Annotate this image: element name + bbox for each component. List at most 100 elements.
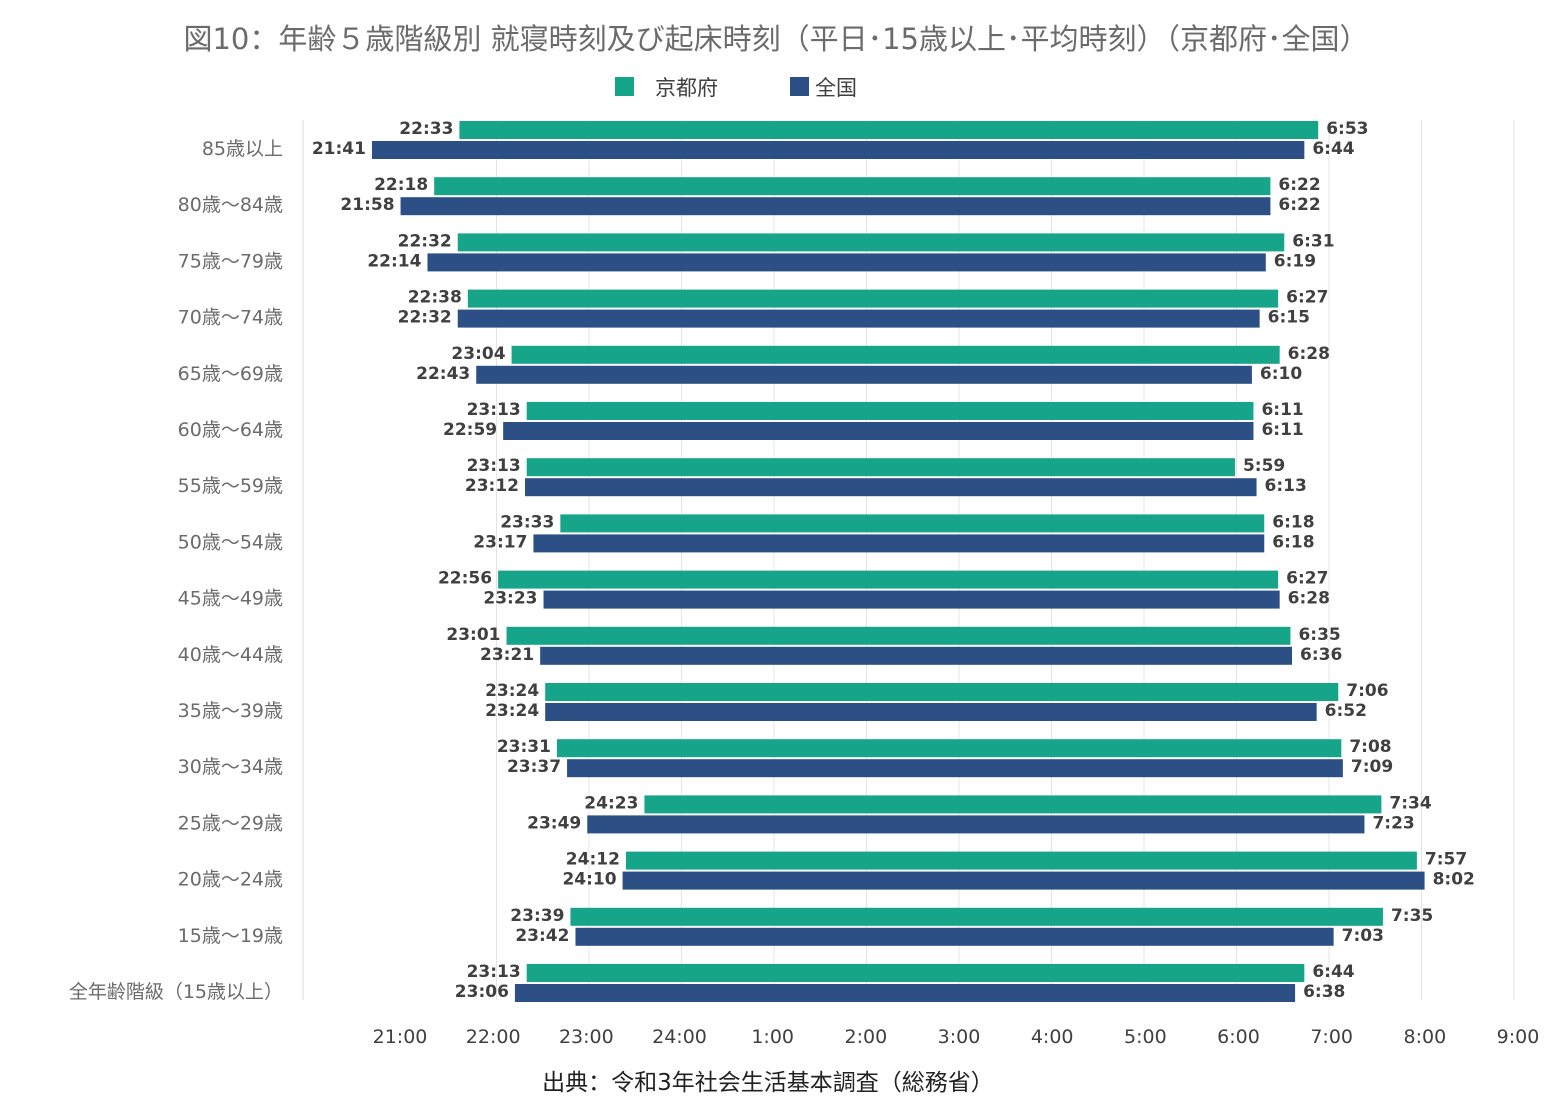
bar-kyoto <box>459 121 1319 139</box>
wakeup-label: 6:53 <box>1326 119 1368 139</box>
bar-kyoto <box>467 289 1279 308</box>
bedtime-label: 22:14 <box>367 251 421 271</box>
wakeup-label: 6:27 <box>1286 288 1328 308</box>
wakeup-label: 6:52 <box>1325 701 1367 721</box>
bedtime-label: 22:56 <box>438 569 492 589</box>
x-tick-label: 5:00 <box>1124 1026 1167 1048</box>
wakeup-label: 6:44 <box>1312 139 1354 159</box>
bar-national <box>533 534 1265 553</box>
wakeup-label: 6:22 <box>1278 195 1320 215</box>
wakeup-label: 6:18 <box>1272 512 1314 532</box>
bar-kyoto <box>526 964 1305 982</box>
bar-kyoto <box>570 907 1383 926</box>
x-tick-label: 2:00 <box>844 1026 887 1048</box>
x-axis: 21:00 22:00 23:00 24:00 1:00 2:00 3:00 4:00 5:00… <box>373 1026 1540 1048</box>
bedtime-label: 23:01 <box>446 625 500 645</box>
bar-national <box>543 590 1280 609</box>
wakeup-label: 7:34 <box>1389 793 1431 813</box>
y-axis: 85歳以上 80歳～84歳 75歳～79歳 70歳～74歳 65歳～69歳 60歳～64歳… <box>69 138 283 1003</box>
category-label: 50歳～54歳 <box>178 531 283 553</box>
bedtime-label: 24:12 <box>566 850 620 870</box>
bar-national <box>587 815 1365 834</box>
bedtime-label: 23:37 <box>507 757 561 777</box>
bar-kyoto <box>498 570 1279 589</box>
bar-national <box>622 871 1425 890</box>
x-tick-label: 1:00 <box>751 1026 794 1048</box>
bedtime-label: 22:43 <box>416 364 470 384</box>
x-tick-label: 24:00 <box>652 1026 707 1048</box>
category-label: 75歳～79歳 <box>178 250 283 272</box>
x-tick-label: 8:00 <box>1403 1026 1446 1048</box>
legend: 京都府 全国 <box>615 76 857 100</box>
category-label: 70歳～74歳 <box>178 307 283 329</box>
wakeup-label: 7:57 <box>1425 850 1467 870</box>
bar-kyoto <box>545 683 1339 701</box>
x-tick-label: 23:00 <box>559 1026 614 1048</box>
category-label: 30歳～34歳 <box>178 756 283 778</box>
plot-area: 22:33 6:53 21:41 6:44 22:18 6:22 21:58 6:22 22:3… <box>312 119 1475 1002</box>
bedtime-label: 22:32 <box>398 308 452 328</box>
legend-swatch-national <box>790 77 809 96</box>
wakeup-label: 6:38 <box>1303 982 1345 1002</box>
bar-national <box>525 478 1257 497</box>
bar-kyoto <box>625 851 1417 870</box>
bar-national <box>567 759 1343 778</box>
wakeup-label: 6:10 <box>1260 364 1302 384</box>
category-label: 20歳～24歳 <box>178 869 283 891</box>
bedtime-label: 23:39 <box>510 906 564 926</box>
bar-national <box>427 253 1266 272</box>
category-label: 85歳以上 <box>202 138 283 160</box>
source-note: 出典：令和3年社会生活基本調査（総務省） <box>542 1070 994 1096</box>
x-tick-label: 9:00 <box>1497 1026 1540 1048</box>
bar-national <box>371 141 1305 159</box>
wakeup-label: 7:06 <box>1346 681 1388 701</box>
wakeup-label: 6:27 <box>1286 569 1328 589</box>
wakeup-label: 7:23 <box>1372 813 1414 833</box>
bar-kyoto <box>560 514 1265 533</box>
bedtime-label: 21:58 <box>340 195 394 215</box>
wakeup-label: 7:08 <box>1349 737 1391 757</box>
bedtime-label: 23:17 <box>473 532 527 552</box>
bedtime-label: 23:24 <box>485 681 539 701</box>
wakeup-label: 6:18 <box>1272 532 1314 552</box>
wakeup-label: 5:59 <box>1243 456 1285 476</box>
chart-title: 図10：年齢５歳階級別 就寝時刻及び起床時刻（平日･15歳以上･平均時刻）（京都… <box>183 22 1368 56</box>
bar-national <box>503 422 1254 440</box>
bar-kyoto <box>457 233 1285 252</box>
wakeup-label: 7:03 <box>1342 926 1384 946</box>
x-tick-label: 4:00 <box>1031 1026 1074 1048</box>
bedtime-label: 24:23 <box>584 793 638 813</box>
wakeup-label: 6:19 <box>1274 251 1316 271</box>
x-tick-label: 3:00 <box>938 1026 981 1048</box>
wakeup-label: 6:35 <box>1298 625 1340 645</box>
x-tick-label: 7:00 <box>1310 1026 1353 1048</box>
category-label: 35歳～39歳 <box>178 700 283 722</box>
wakeup-label: 6:28 <box>1288 589 1330 609</box>
bedtime-label: 23:13 <box>467 962 521 982</box>
bar-kyoto <box>526 458 1235 477</box>
category-label: 15歳～19歳 <box>178 925 283 947</box>
bedtime-label: 22:38 <box>408 288 462 308</box>
wakeup-label: 6:13 <box>1265 476 1307 496</box>
bar-kyoto <box>644 795 1382 814</box>
x-tick-label: 6:00 <box>1217 1026 1260 1048</box>
bedtime-label: 23:31 <box>497 737 551 757</box>
x-tick-label: 21:00 <box>373 1026 428 1048</box>
bedtime-label: 23:13 <box>467 456 521 476</box>
category-label: 25歳～29歳 <box>178 812 283 834</box>
bedtime-label: 22:18 <box>374 175 428 195</box>
bar-national <box>400 197 1271 216</box>
legend-label-national: 全国 <box>815 76 857 100</box>
bedtime-label: 23:42 <box>515 926 569 946</box>
bedtime-label: 23:04 <box>451 344 505 364</box>
wakeup-label: 7:09 <box>1351 757 1393 777</box>
wakeup-label: 8:02 <box>1433 870 1475 890</box>
bedtime-label: 23:23 <box>483 589 537 609</box>
bedtime-label: 23:13 <box>467 400 521 420</box>
bedtime-label: 23:12 <box>465 476 519 496</box>
category-label: 45歳～49歳 <box>178 588 283 610</box>
bar-national <box>575 927 1334 946</box>
wakeup-label: 6:11 <box>1261 400 1303 420</box>
wakeup-label: 6:15 <box>1268 308 1310 328</box>
